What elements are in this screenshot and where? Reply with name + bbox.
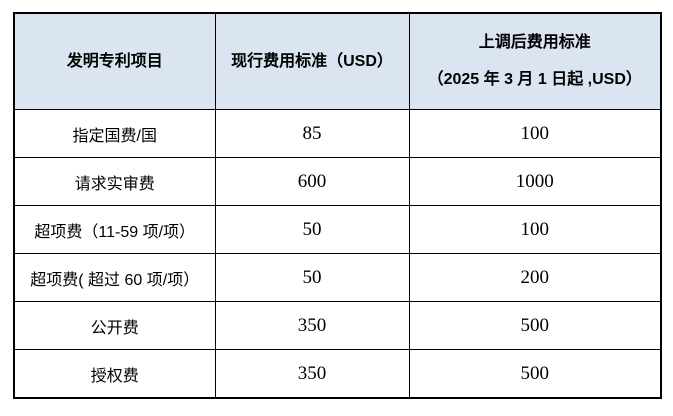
cell-current-fee: 85 [214,109,410,158]
cell-updated-fee: 100 [408,205,662,254]
table-row: 授权费 350 500 [13,349,662,399]
fee-table: 发明专利项目 现行费用标准（USD） 上调后费用标准 （2025 年 3 月 1… [13,12,662,399]
table-row: 请求实审费 600 1000 [13,157,662,206]
header-updated-fee-line2: （2025 年 3 月 1 日起 ,USD） [427,71,642,88]
cell-updated-fee: 500 [408,349,662,399]
cell-current-fee: 600 [214,157,410,206]
header-row: 发明专利项目 现行费用标准（USD） 上调后费用标准 （2025 年 3 月 1… [13,12,662,110]
table-row: 超项费( 超过 60 项/项） 50 200 [13,253,662,302]
cell-updated-fee: 100 [408,109,662,158]
cell-current-fee: 50 [214,253,410,302]
header-item-column: 发明专利项目 [13,12,216,110]
header-updated-fee-column: 上调后费用标准 （2025 年 3 月 1 日起 ,USD） [408,12,662,110]
cell-current-fee: 350 [214,301,410,350]
cell-item: 授权费 [13,349,216,399]
cell-updated-fee: 1000 [408,157,662,206]
cell-updated-fee: 500 [408,301,662,350]
table-row: 超项费（11-59 项/项） 50 100 [13,205,662,254]
cell-current-fee: 50 [214,205,410,254]
header-current-fee-column: 现行费用标准（USD） [214,12,410,110]
cell-item: 请求实审费 [13,157,216,206]
header-updated-fee-line1: 上调后费用标准 [478,34,591,51]
table-row: 指定国费/国 85 100 [13,109,662,158]
cell-updated-fee: 200 [408,253,662,302]
table-row: 公开费 350 500 [13,301,662,350]
cell-item: 公开费 [13,301,216,350]
cell-item: 超项费（11-59 项/项） [13,205,216,254]
cell-item: 指定国费/国 [13,109,216,158]
cell-item: 超项费( 超过 60 项/项） [13,253,216,302]
cell-current-fee: 350 [214,349,410,399]
